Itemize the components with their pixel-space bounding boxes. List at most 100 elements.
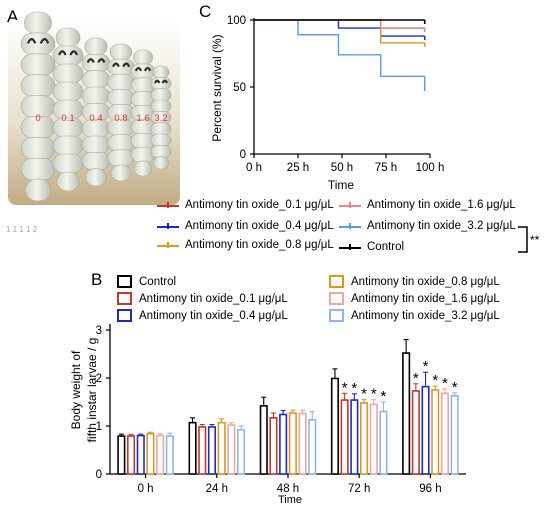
significance-label: **	[530, 233, 540, 247]
survival-y-tick-label: 50	[233, 82, 246, 94]
weight-x-axis-label: Time	[278, 494, 302, 506]
larva-eyespot	[111, 62, 120, 68]
weight-x-tick-label: 0 h	[138, 483, 154, 495]
weight-bar	[165, 435, 174, 475]
weight-significance-star: *	[442, 375, 448, 392]
weight-significance-star: *	[413, 370, 419, 387]
panel-label-a: A	[7, 7, 19, 26]
survival-legend-item: Antimony tin oxide_3.2 μg/μL	[339, 220, 516, 232]
weight-bar	[279, 413, 288, 475]
weight-bar	[359, 402, 369, 475]
weight-x-tick-label: 48 h	[277, 483, 299, 495]
weight-bar	[330, 377, 340, 475]
weight-significance-star: *	[423, 358, 429, 375]
weight-y-tick-label: 0	[96, 469, 102, 481]
larva-eyespot	[58, 50, 67, 56]
legend-label: Antimony tin oxide_3.2 μg/μL	[367, 220, 516, 232]
larva-eyespot	[122, 62, 131, 68]
larva-dose-label: 0	[35, 113, 40, 124]
photo-scale-text: 1 1 1 1 2	[6, 225, 38, 234]
weight-bar	[259, 405, 268, 475]
weight-y-tick-label: 2	[96, 373, 102, 385]
weight-significance-star: *	[381, 388, 387, 405]
legend-label: Control	[139, 275, 177, 288]
larva-eyespot	[26, 38, 37, 44]
panel-label-c: C	[199, 2, 212, 21]
larva-dose-label: 0.8	[114, 113, 127, 124]
legend-line-icon	[157, 200, 179, 210]
weight-legend-item: Antimony tin oxide_0.8 μg/μL	[329, 275, 500, 288]
survival-legend-item: Antimony tin oxide_1.6 μg/μL	[339, 199, 516, 211]
weight-bar	[379, 410, 388, 475]
larva-dose-label: 0.1	[61, 113, 74, 124]
legend-label: Antimony tin oxide_0.4 μg/μL	[139, 309, 288, 322]
survival-legend-item: Antimony tin oxide_0.4 μg/μL	[157, 220, 334, 232]
silkworm-larva: 0	[20, 11, 56, 202]
legend-label: Antimony tin oxide_0.8 μg/μL	[351, 275, 500, 288]
survival-legend-item: Antimony tin oxide_0.8 μg/μL	[157, 239, 334, 251]
weight-legend-item: Antimony tin oxide_0.4 μg/μL	[117, 309, 288, 322]
survival-series-line	[254, 19, 426, 87]
weight-significance-star: *	[432, 372, 438, 389]
weight-bar	[136, 434, 145, 475]
legend-label: Antimony tin oxide_0.4 μg/μL	[185, 220, 334, 232]
survival-x-tick-label: 25 h	[287, 162, 309, 174]
larva-eyespot	[86, 58, 95, 64]
weight-bar	[298, 412, 307, 475]
legend-box-icon	[329, 309, 344, 322]
weight-bar	[156, 434, 165, 475]
larva-eyespot	[39, 38, 50, 44]
weight-bar	[288, 412, 297, 475]
weight-bar	[440, 392, 450, 475]
larva-segment	[85, 168, 107, 187]
larva-segment	[24, 178, 52, 202]
legend-label: Control	[367, 241, 405, 253]
weight-y-axis-label-line2: fifth instar larvae / g	[85, 338, 99, 443]
weight-y-tick-label: 3	[96, 325, 102, 337]
weight-significance-star: *	[361, 386, 367, 403]
larva-eyespot	[69, 50, 79, 56]
weight-x-tick-label: 24 h	[206, 483, 228, 495]
larva-dose-label: 1.6	[136, 113, 149, 124]
larva-segment	[153, 156, 169, 170]
legend-box-icon	[329, 275, 344, 288]
silkworm-photo: 0 0.1 0.4 0.8 1.6 3.2 1 1 1 1 2	[6, 11, 180, 234]
weight-legend-item: Antimony tin oxide_1.6 μg/μL	[329, 292, 500, 305]
silkworm-larva: 0.4	[81, 37, 111, 187]
weight-bar	[450, 394, 459, 475]
weight-legend-item: Control	[117, 275, 176, 288]
legend-label: Antimony tin oxide_1.6 μg/μL	[367, 199, 516, 211]
larva-segment	[110, 164, 132, 182]
legend-label: Antimony tin oxide_1.6 μg/μL	[351, 292, 500, 305]
weight-bar	[340, 399, 349, 475]
survival-y-axis-label: Percent survival (%)	[210, 34, 224, 141]
legend-box-icon	[117, 309, 132, 322]
weight-bar	[227, 424, 236, 475]
legend-label: Antimony tin oxide_0.8 μg/μL	[185, 239, 334, 251]
survival-legend-item: Antimony tin oxide_0.1 μg/μL	[157, 199, 334, 211]
survival-x-tick-label: 100 h	[416, 162, 445, 174]
weight-bar	[198, 426, 207, 475]
weight-bar	[421, 385, 430, 475]
legend-box-icon	[117, 292, 132, 305]
larva-dose-label: 0.4	[89, 113, 102, 124]
legend-line-icon	[339, 221, 361, 231]
weight-bar	[237, 429, 246, 475]
larva-eyespot	[134, 66, 143, 72]
survival-x-tick-label: 50 h	[331, 162, 353, 174]
weight-bar	[431, 389, 440, 475]
weight-y-tick-label: 1	[96, 421, 102, 433]
weight-legend-item: Antimony tin oxide_3.2 μg/μL	[329, 309, 500, 322]
larva-dose-label: 3.2	[154, 113, 167, 124]
legend-line-icon	[157, 221, 179, 231]
weight-bar	[269, 417, 278, 475]
panel-label-b: B	[91, 270, 103, 289]
larva-eyespot	[143, 66, 152, 72]
weight-x-tick-label: 72 h	[348, 483, 370, 495]
weight-bar	[127, 435, 136, 475]
weight-bar	[188, 421, 197, 475]
legend-label: Antimony tin oxide_0.1 μg/μL	[139, 292, 288, 305]
weight-bar	[308, 418, 317, 475]
legend-line-icon	[339, 200, 361, 210]
